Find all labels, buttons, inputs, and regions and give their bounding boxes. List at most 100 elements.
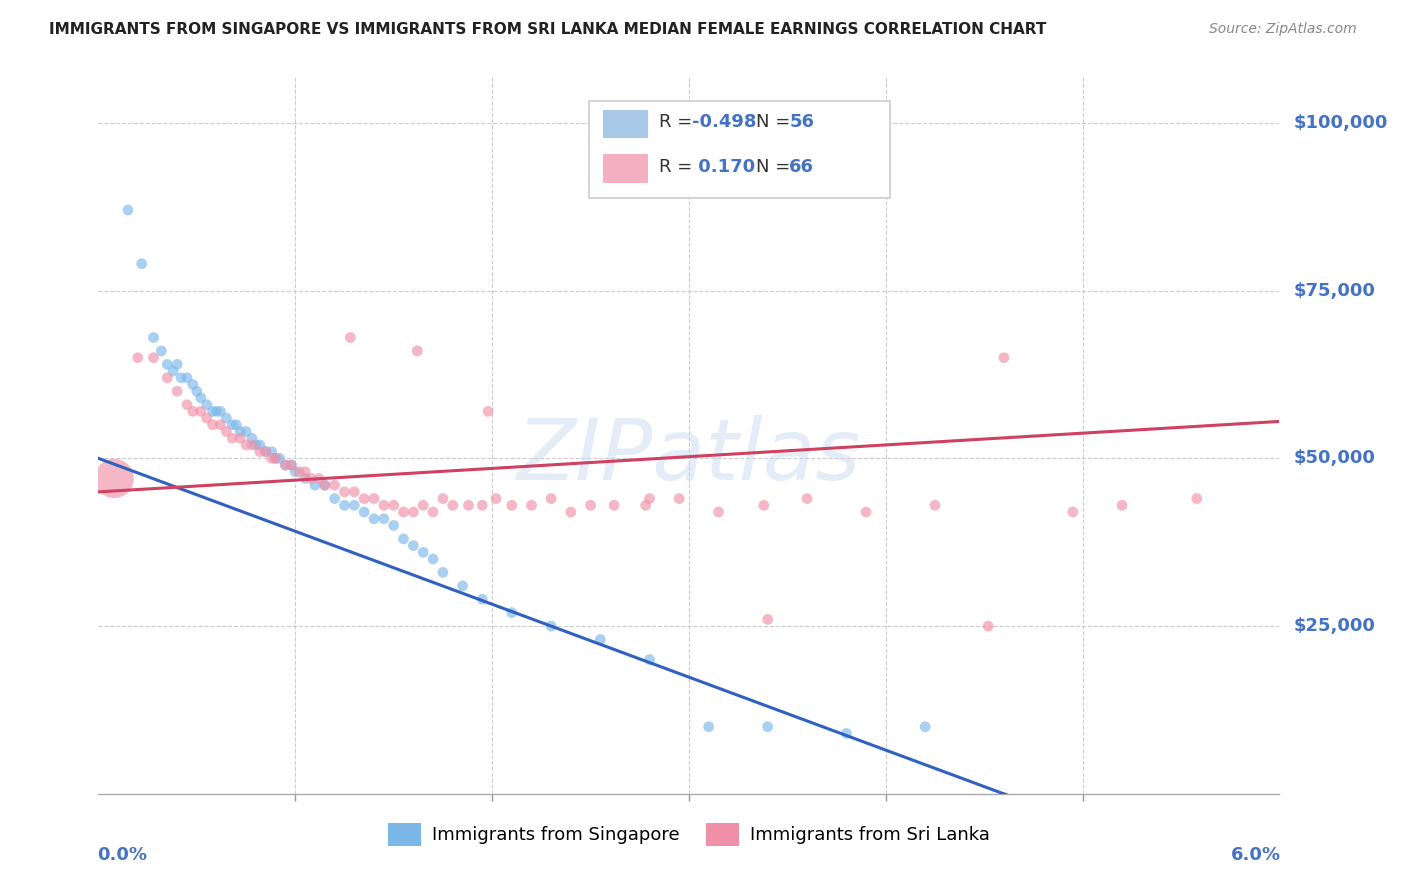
Point	[245, 438, 267, 452]
Point	[142, 351, 165, 365]
Point	[406, 343, 429, 358]
Text: N =: N =	[756, 158, 796, 176]
Point	[796, 491, 818, 506]
Point	[170, 371, 193, 385]
Point	[186, 384, 208, 399]
Point	[176, 398, 198, 412]
Point	[195, 411, 218, 425]
Point	[668, 491, 690, 506]
Point	[201, 404, 224, 418]
Point	[308, 471, 330, 485]
Text: 0.170: 0.170	[693, 158, 755, 176]
Point	[176, 371, 198, 385]
Point	[707, 505, 730, 519]
Point	[756, 720, 779, 734]
Text: $75,000: $75,000	[1294, 282, 1375, 300]
Point	[127, 351, 149, 365]
Point	[323, 491, 346, 506]
Point	[353, 505, 375, 519]
Point	[501, 606, 523, 620]
Point	[209, 404, 232, 418]
Point	[363, 491, 385, 506]
Point	[412, 545, 434, 559]
Point	[280, 458, 302, 472]
Point	[1185, 491, 1208, 506]
Point	[166, 358, 188, 372]
Point	[835, 726, 858, 740]
Point	[477, 404, 499, 418]
Point	[299, 471, 322, 485]
Point	[156, 358, 179, 372]
Text: N =: N =	[756, 113, 796, 131]
Point	[756, 612, 779, 626]
Text: 6.0%: 6.0%	[1230, 846, 1281, 863]
Point	[190, 391, 212, 405]
Point	[240, 438, 263, 452]
Point	[215, 425, 238, 439]
Point	[221, 417, 243, 432]
Point	[924, 498, 946, 512]
Point	[201, 417, 224, 432]
Point	[181, 404, 204, 418]
Point	[432, 566, 454, 580]
Text: ZIPatlas: ZIPatlas	[517, 415, 860, 498]
Point	[412, 498, 434, 512]
Text: IMMIGRANTS FROM SINGAPORE VS IMMIGRANTS FROM SRI LANKA MEDIAN FEMALE EARNINGS CO: IMMIGRANTS FROM SINGAPORE VS IMMIGRANTS …	[49, 22, 1046, 37]
Point	[520, 498, 543, 512]
Point	[422, 505, 444, 519]
Point	[603, 498, 626, 512]
Point	[471, 592, 494, 607]
Point	[540, 619, 562, 633]
Point	[205, 404, 228, 418]
Point	[589, 632, 612, 647]
Point	[269, 451, 291, 466]
Point	[540, 491, 562, 506]
Point	[333, 484, 356, 499]
FancyBboxPatch shape	[589, 101, 890, 198]
Point	[451, 579, 474, 593]
Point	[264, 451, 287, 466]
Point	[249, 444, 271, 458]
Point	[181, 377, 204, 392]
Text: $50,000: $50,000	[1294, 450, 1375, 467]
Point	[638, 491, 661, 506]
Point	[156, 371, 179, 385]
Point	[235, 425, 257, 439]
Text: R =: R =	[659, 113, 699, 131]
Point	[382, 518, 405, 533]
Point	[457, 498, 479, 512]
Point	[579, 498, 602, 512]
Point	[441, 498, 464, 512]
Point	[560, 505, 582, 519]
Legend: Immigrants from Singapore, Immigrants from Sri Lanka: Immigrants from Singapore, Immigrants fr…	[381, 815, 997, 853]
Point	[209, 417, 232, 432]
Point	[343, 498, 366, 512]
Point	[1062, 505, 1084, 519]
Point	[339, 330, 361, 344]
Point	[225, 417, 247, 432]
Text: $100,000: $100,000	[1294, 114, 1388, 132]
Text: -0.498: -0.498	[693, 113, 756, 131]
Point	[471, 498, 494, 512]
Point	[697, 720, 720, 734]
Point	[235, 438, 257, 452]
Point	[195, 398, 218, 412]
Point	[432, 491, 454, 506]
Point	[294, 465, 316, 479]
Point	[485, 491, 508, 506]
Point	[294, 471, 316, 485]
Point	[221, 431, 243, 445]
Point	[264, 451, 287, 466]
Text: 56: 56	[789, 113, 814, 131]
Text: $25,000: $25,000	[1294, 617, 1375, 635]
Point	[977, 619, 1000, 633]
Text: R =: R =	[659, 158, 699, 176]
Point	[304, 478, 326, 492]
Point	[392, 505, 415, 519]
Point	[914, 720, 936, 734]
Point	[314, 478, 336, 492]
Point	[501, 498, 523, 512]
Point	[752, 498, 775, 512]
Point	[855, 505, 877, 519]
Point	[373, 498, 395, 512]
